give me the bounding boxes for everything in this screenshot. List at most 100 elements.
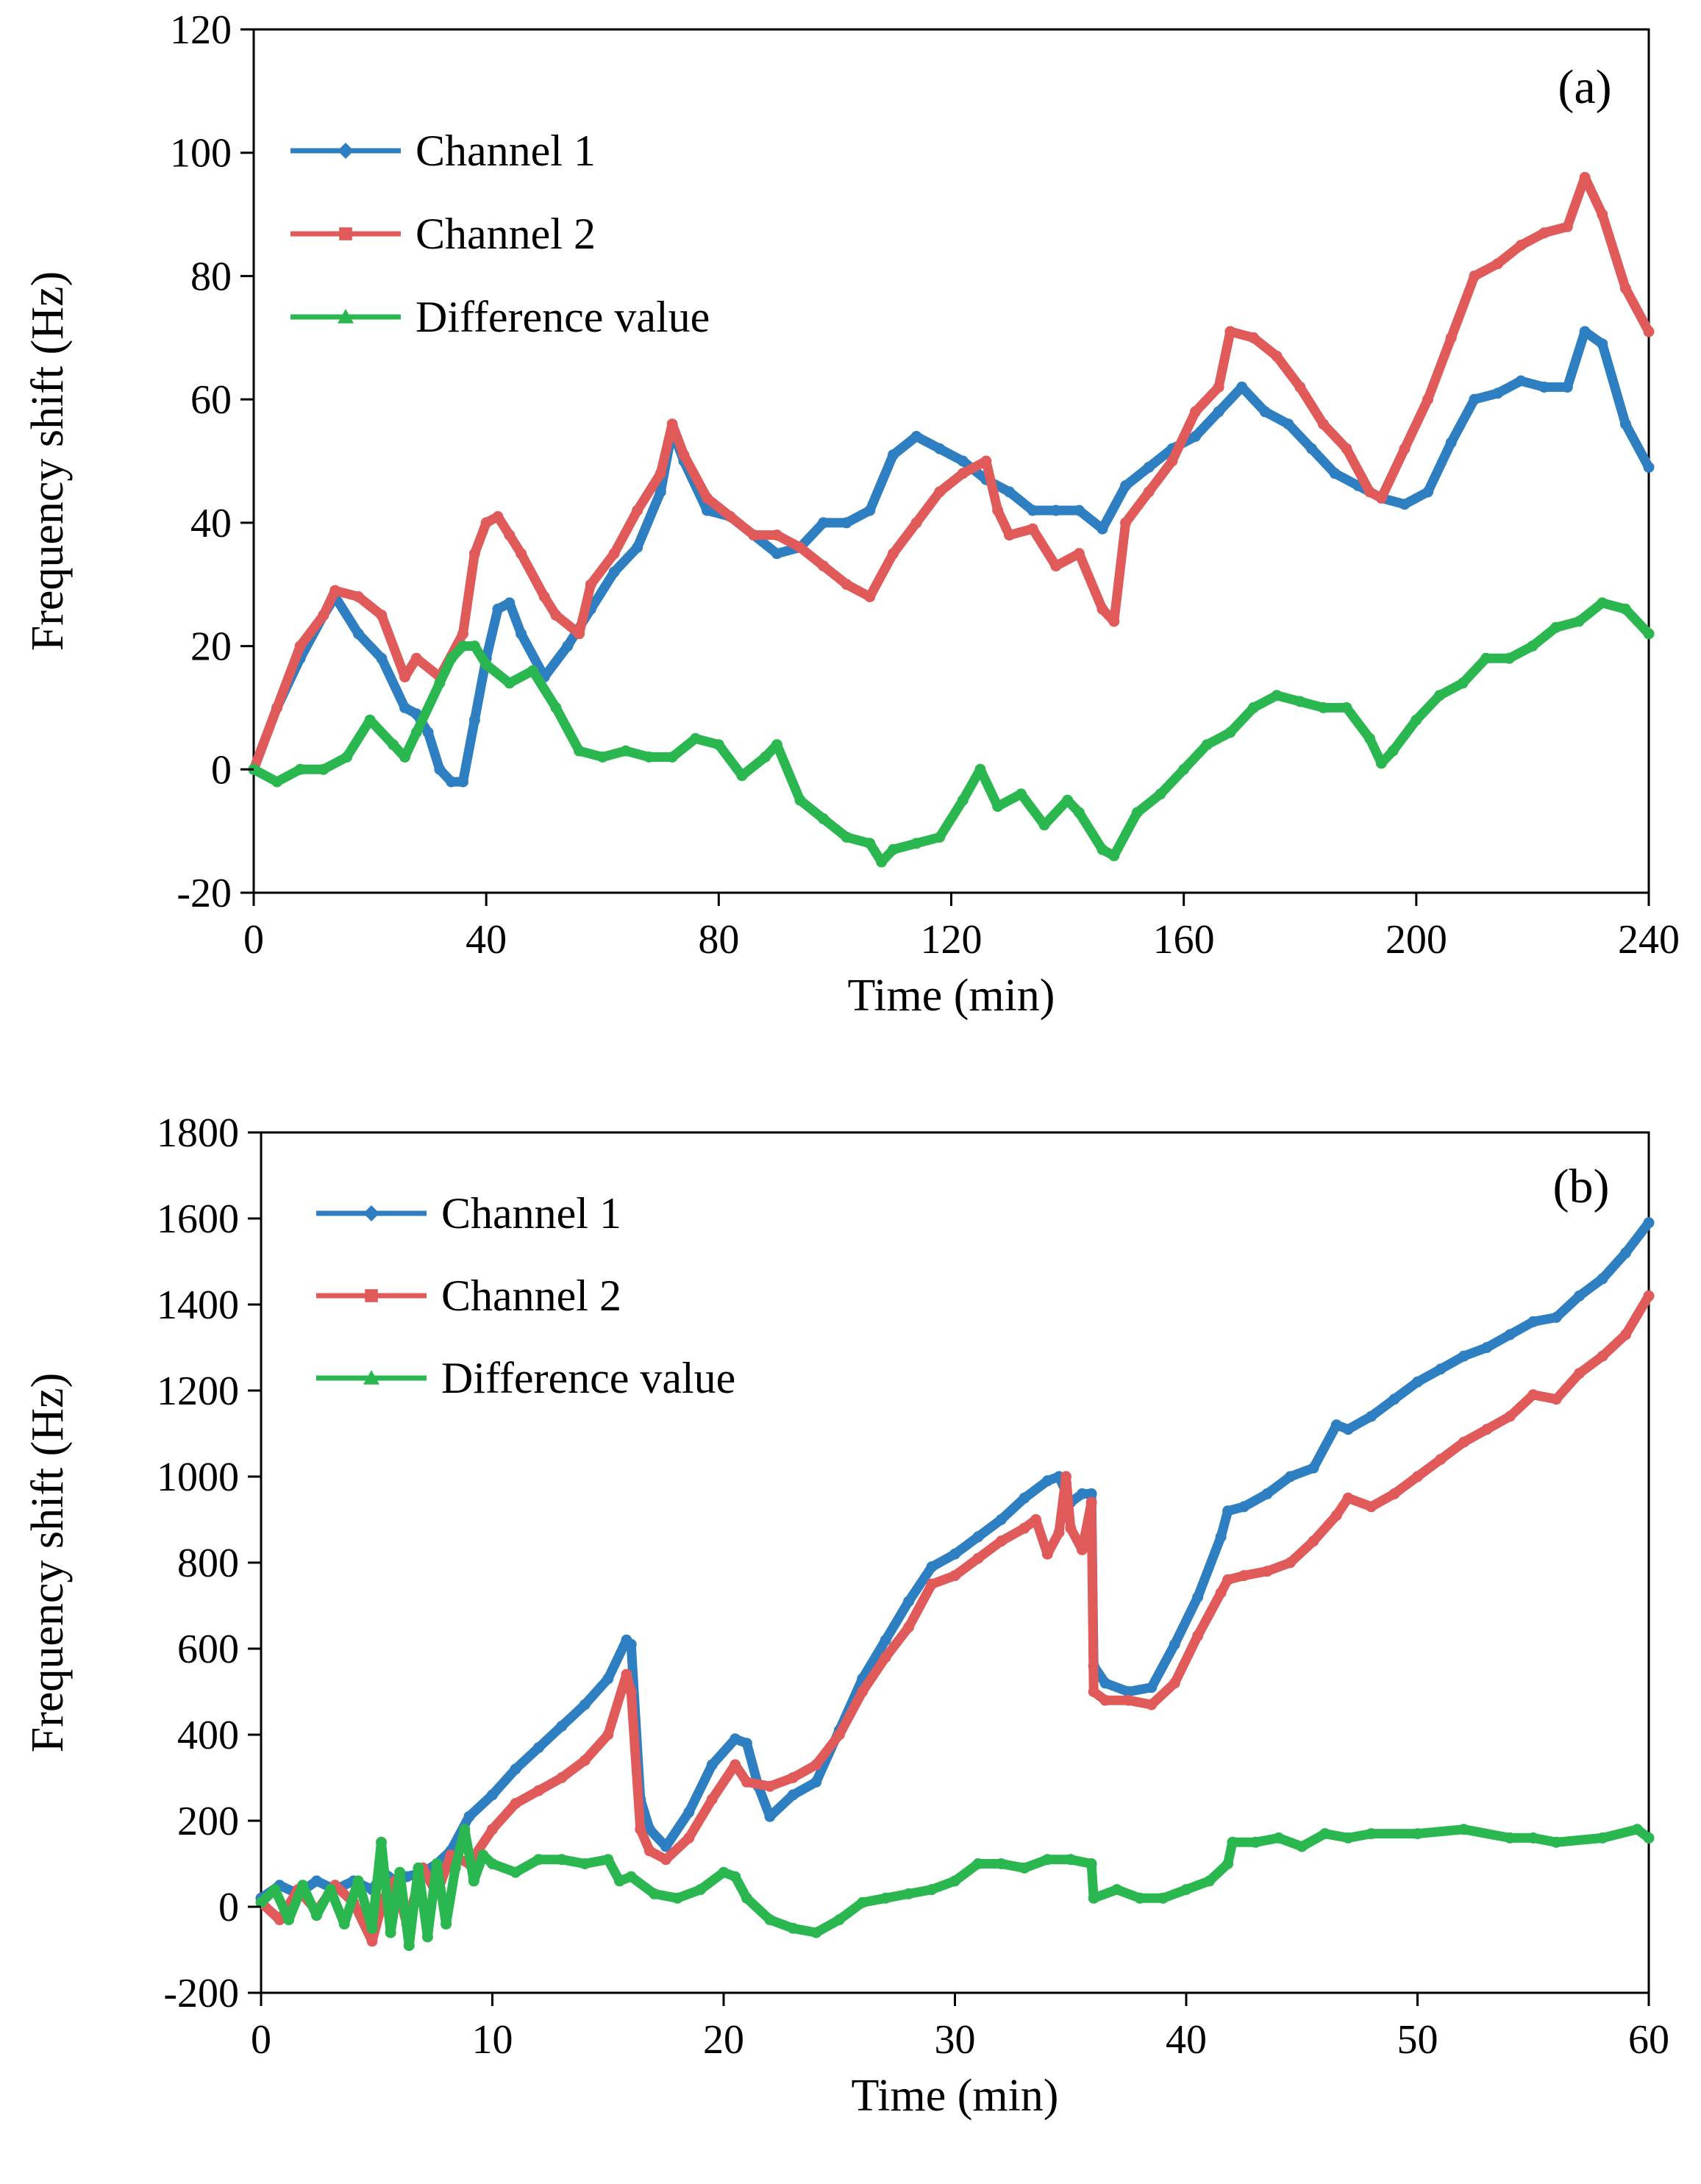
data-point bbox=[556, 1720, 568, 1732]
data-point bbox=[366, 1935, 378, 1947]
data-point bbox=[764, 1810, 776, 1822]
data-point bbox=[972, 1552, 984, 1564]
data-point bbox=[841, 832, 852, 843]
data-point bbox=[748, 529, 760, 541]
data-point bbox=[1019, 1522, 1030, 1534]
data-point bbox=[888, 548, 899, 560]
data-point bbox=[1458, 1824, 1469, 1835]
data-point bbox=[1249, 1836, 1261, 1848]
x-tick-label: 200 bbox=[1386, 917, 1447, 963]
data-point bbox=[1099, 1694, 1111, 1706]
series-line bbox=[256, 1824, 1654, 1951]
x-tick-label: 0 bbox=[251, 2017, 271, 2063]
data-point bbox=[1330, 1419, 1342, 1431]
data-point bbox=[399, 752, 410, 763]
data-point bbox=[477, 1849, 489, 1861]
data-point bbox=[422, 727, 434, 738]
data-point bbox=[1027, 504, 1038, 516]
data-point bbox=[532, 1785, 544, 1796]
data-point bbox=[1550, 1393, 1562, 1405]
x-tick-label: 30 bbox=[935, 2017, 976, 2063]
series-line bbox=[256, 1218, 1654, 1903]
data-point bbox=[771, 529, 782, 541]
data-point bbox=[1019, 1862, 1030, 1874]
data-point bbox=[556, 1772, 568, 1783]
data-point bbox=[271, 776, 283, 788]
data-point bbox=[1085, 1488, 1097, 1499]
data-point bbox=[625, 1638, 637, 1650]
data-point bbox=[311, 1910, 322, 1921]
data-point bbox=[764, 1914, 776, 1926]
data-point bbox=[1492, 258, 1503, 270]
data-point bbox=[1364, 732, 1376, 744]
data-point bbox=[1085, 1496, 1097, 1508]
data-point bbox=[643, 1824, 655, 1835]
data-point bbox=[1143, 461, 1155, 473]
data-point bbox=[1643, 461, 1655, 473]
data-point bbox=[736, 770, 748, 782]
data-point bbox=[841, 517, 852, 529]
series-line bbox=[249, 326, 1654, 787]
data-point bbox=[579, 1699, 591, 1710]
data-point bbox=[1538, 381, 1550, 393]
y-tick-label: 0 bbox=[211, 747, 232, 793]
data-point bbox=[283, 1914, 295, 1926]
data-point bbox=[1412, 1471, 1423, 1482]
data-point bbox=[269, 1884, 281, 1896]
data-point bbox=[1308, 1462, 1319, 1474]
data-point bbox=[1073, 807, 1085, 818]
data-point bbox=[741, 1776, 752, 1788]
data-point bbox=[1166, 455, 1178, 467]
data-point bbox=[1120, 517, 1132, 529]
data-point bbox=[1412, 1376, 1423, 1388]
x-tick-label: 20 bbox=[703, 2017, 744, 2063]
y-axis-title: Frequency shift (Hz) bbox=[23, 271, 73, 652]
x-axis-title: Time (min) bbox=[848, 971, 1055, 1021]
y-tick-label: 80 bbox=[190, 254, 232, 299]
data-point bbox=[1574, 1290, 1586, 1302]
series-difference-value bbox=[248, 597, 1655, 868]
data-point bbox=[741, 1738, 752, 1749]
data-point bbox=[888, 449, 899, 461]
data-point bbox=[399, 702, 410, 713]
data-point bbox=[1619, 418, 1631, 430]
data-point bbox=[1261, 1566, 1273, 1577]
data-point bbox=[857, 1896, 869, 1908]
data-point bbox=[562, 640, 574, 652]
data-point bbox=[492, 603, 504, 615]
data-point bbox=[706, 1794, 718, 1805]
series-channel-1 bbox=[255, 1217, 1655, 1904]
data-point bbox=[1027, 523, 1038, 535]
data-point bbox=[468, 1875, 479, 1887]
data-point bbox=[660, 1841, 671, 1852]
data-point bbox=[338, 1918, 350, 1930]
data-point bbox=[596, 752, 608, 763]
data-point bbox=[876, 856, 888, 868]
data-point bbox=[706, 1759, 718, 1771]
data-point bbox=[1222, 1858, 1234, 1869]
data-point bbox=[1073, 548, 1085, 560]
data-point bbox=[1504, 1410, 1516, 1422]
data-point bbox=[463, 1810, 475, 1822]
data-point bbox=[972, 1858, 984, 1869]
data-point bbox=[579, 1858, 591, 1869]
data-point bbox=[794, 541, 806, 553]
data-point bbox=[487, 1824, 498, 1835]
data-point bbox=[841, 579, 852, 590]
data-point bbox=[614, 1875, 625, 1887]
data-point bbox=[1643, 1217, 1655, 1229]
legend-label: Channel 1 bbox=[441, 1189, 621, 1238]
data-point bbox=[810, 1927, 822, 1938]
data-point bbox=[1273, 1832, 1285, 1844]
data-point bbox=[459, 1824, 471, 1835]
data-point bbox=[810, 1776, 822, 1788]
data-point bbox=[1294, 381, 1306, 393]
data-point bbox=[1388, 1488, 1400, 1499]
legend-marker-diamond-icon bbox=[338, 143, 354, 159]
data-point bbox=[480, 517, 492, 529]
y-tick-label: 40 bbox=[190, 501, 232, 546]
data-point bbox=[1283, 418, 1294, 430]
data-point bbox=[771, 739, 782, 751]
data-point bbox=[1296, 1841, 1308, 1852]
legend-marker-square-icon bbox=[365, 1289, 378, 1302]
